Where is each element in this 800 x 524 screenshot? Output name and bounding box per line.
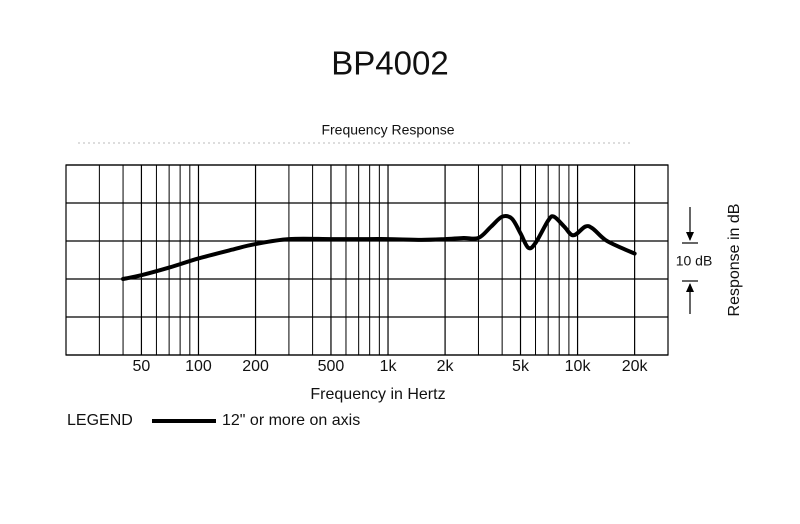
x-tick-label: 500 [318,358,345,375]
scale-annotation: 10 dB [676,253,713,269]
x-tick-label: 10k [565,358,592,375]
x-tick-label: 1k [380,358,398,375]
x-tick-label: 200 [242,358,269,375]
chart-subtitle: Frequency Response [321,122,454,138]
plot-frame [65,164,669,356]
x-tick-label: 100 [185,358,212,375]
x-tick-label: 2k [437,358,455,375]
x-tick-label: 50 [133,358,151,375]
y-axis-label: Response in dB [726,204,743,317]
x-tick-label: 5k [512,358,530,375]
x-axis-label: Frequency in Hertz [310,386,445,403]
chart-title: BP4002 [331,45,448,82]
x-tick-label: 20k [622,358,649,375]
scale-arrows [682,207,698,314]
legend-title: LEGEND [67,412,133,429]
legend-label: 12" or more on axis [222,412,360,429]
response-curve [121,213,637,281]
